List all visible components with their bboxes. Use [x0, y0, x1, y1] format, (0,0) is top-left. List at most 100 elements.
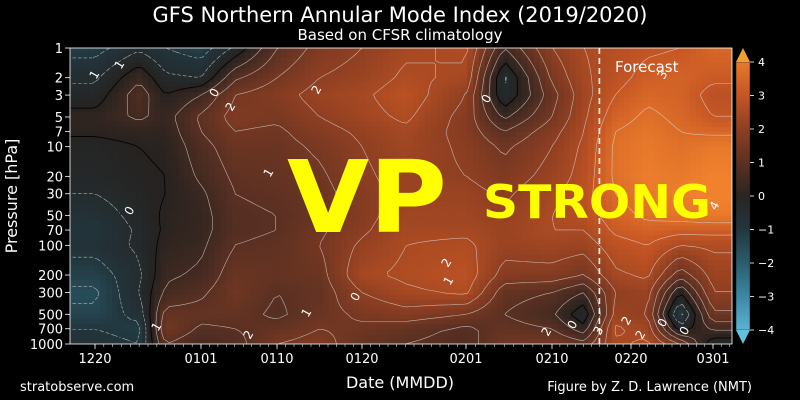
heatmap-cell — [497, 196, 504, 202]
heatmap-cell — [328, 166, 336, 172]
heatmap-cell — [250, 339, 258, 344]
heatmap-cell — [154, 117, 161, 123]
heatmap-cell — [148, 87, 155, 93]
heatmap-cell — [160, 97, 167, 103]
heatmap-cell — [298, 117, 306, 123]
heatmap-cell — [292, 176, 300, 182]
heatmap-cell — [497, 245, 504, 251]
heatmap-cell — [388, 289, 396, 296]
heatmap-cell — [166, 166, 173, 172]
heatmap-cell — [76, 309, 83, 315]
heatmap-cell — [304, 260, 312, 266]
heatmap-cell — [142, 62, 149, 69]
heatmap-cell — [298, 136, 306, 143]
heatmap-cell — [473, 112, 480, 118]
heatmap-cell — [70, 270, 77, 276]
heatmap-cell — [437, 309, 444, 315]
heatmap-cell — [527, 161, 534, 167]
heatmap-cell — [503, 294, 510, 301]
heatmap-cell — [473, 151, 480, 158]
heatmap-cell — [370, 210, 378, 217]
heatmap-cell — [316, 215, 324, 222]
heatmap-cell — [304, 156, 312, 163]
heatmap-cell — [485, 279, 492, 286]
heatmap-cell — [346, 196, 354, 202]
heatmap-cell — [539, 112, 547, 118]
heatmap-cell — [515, 131, 522, 138]
heatmap-cell — [334, 279, 342, 286]
heatmap-cell — [286, 191, 294, 197]
heatmap-cell — [551, 205, 559, 212]
heatmap-cell — [491, 181, 498, 187]
heatmap-cell — [539, 82, 547, 89]
heatmap-cell — [286, 82, 294, 89]
heatmap-cell — [491, 235, 498, 241]
heatmap-cell — [413, 225, 420, 232]
heatmap-cell — [142, 161, 149, 167]
heatmap-cell — [142, 97, 149, 103]
heatmap-cell — [76, 245, 83, 251]
heatmap-cell — [491, 329, 498, 335]
heatmap-cell — [382, 235, 390, 241]
heatmap-cell — [527, 112, 534, 118]
heatmap-cell — [256, 225, 264, 232]
heatmap-cell — [515, 200, 522, 207]
heatmap-cell — [130, 309, 137, 315]
heatmap-cell — [244, 294, 252, 301]
heatmap-cell — [358, 102, 366, 108]
heatmap-cell — [244, 250, 252, 256]
heatmap-cell — [268, 112, 276, 118]
heatmap-cell — [467, 255, 474, 261]
heatmap-cell — [491, 230, 498, 237]
heatmap-cell — [292, 314, 300, 320]
heatmap-cell — [455, 131, 462, 138]
heatmap-cell — [160, 230, 167, 237]
heatmap-cell — [304, 294, 312, 301]
heatmap-cell — [106, 48, 113, 54]
heatmap-cell — [148, 107, 155, 113]
heatmap-cell — [76, 87, 83, 93]
heatmap-cell — [220, 117, 228, 123]
heatmap-cell — [238, 205, 246, 212]
heatmap-cell — [551, 72, 559, 79]
heatmap-cell — [112, 57, 119, 64]
heatmap-cell — [425, 72, 432, 79]
heatmap-cell — [539, 151, 547, 158]
heatmap-cell — [346, 72, 354, 79]
heatmap-cell — [274, 136, 282, 143]
heatmap-cell — [437, 126, 444, 133]
heatmap-cell — [515, 171, 522, 177]
heatmap-cell — [292, 274, 300, 281]
heatmap-cell — [557, 72, 565, 79]
heatmap-cell — [551, 309, 559, 315]
heatmap-cell — [370, 186, 378, 192]
heatmap-cell — [491, 220, 498, 227]
heatmap-cell — [100, 82, 107, 89]
heatmap-cell — [160, 67, 167, 74]
heatmap-cell — [497, 314, 504, 320]
heatmap-cell — [196, 334, 203, 340]
heatmap-cell — [551, 304, 559, 311]
heatmap-cell — [190, 82, 197, 89]
heatmap-cell — [328, 289, 336, 296]
heatmap-cell — [443, 284, 450, 291]
heatmap-cell — [455, 334, 462, 340]
heatmap-cell — [88, 215, 95, 222]
heatmap-cell — [551, 102, 559, 108]
heatmap-cell — [274, 97, 282, 103]
heatmap-cell — [226, 235, 234, 241]
heatmap-cell — [304, 329, 312, 335]
heatmap-cell — [196, 279, 203, 286]
heatmap-cell — [214, 48, 222, 54]
heatmap-cell — [485, 289, 492, 296]
heatmap-cell — [467, 245, 474, 251]
heatmap-cell — [503, 324, 510, 330]
heatmap-cell — [515, 176, 522, 182]
heatmap-cell — [521, 136, 528, 143]
heatmap-cell — [497, 304, 504, 311]
heatmap-cell — [250, 52, 258, 59]
heatmap-cell — [142, 122, 149, 128]
heatmap-cell — [202, 102, 210, 108]
heatmap-cell — [280, 235, 288, 241]
heatmap-cell — [563, 250, 571, 256]
